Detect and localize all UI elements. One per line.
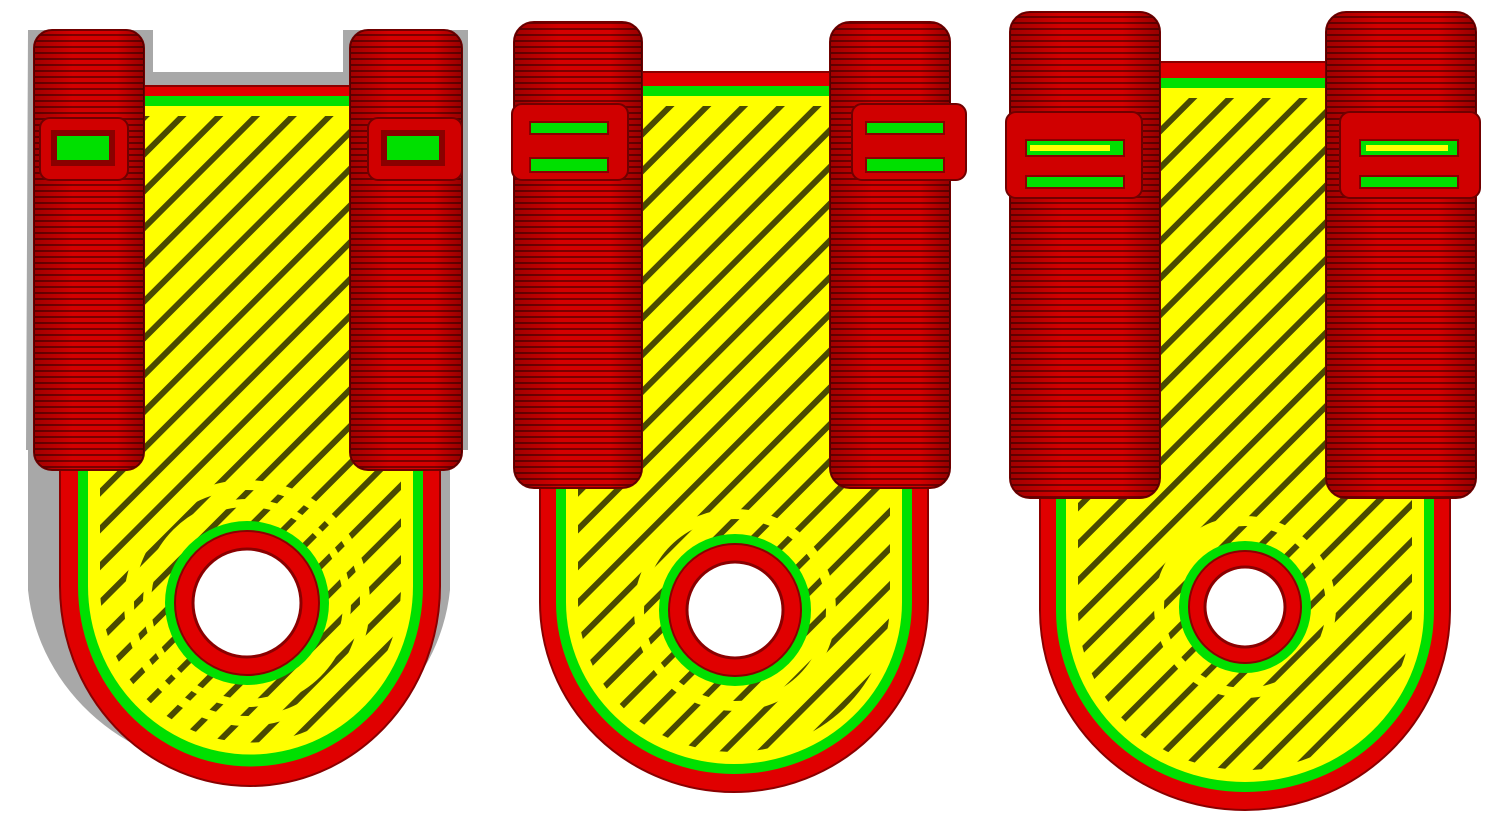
part-2-right-slot-bottom: [865, 157, 945, 173]
part-3-left-tower-shade: [1010, 12, 1160, 498]
part-1-hole: [191, 547, 303, 659]
part-3-left-slot-bottom: [1025, 175, 1125, 189]
part-2-ring-yellow: [634, 509, 836, 711]
part-2-left-tower-shade: [514, 22, 642, 488]
part-2-right-tower-shade: [830, 22, 950, 488]
part-3-right-tower-shade: [1326, 12, 1476, 498]
part-3: [1005, 11, 1481, 811]
part-1-ring-yellow-mid: [143, 499, 351, 707]
part-1-right-slot: [381, 130, 445, 166]
part-3-ring-yellow: [1154, 516, 1336, 698]
part-1-ring-yellow-outer: [124, 480, 370, 726]
part-3-left-slot-top-fill: [1030, 145, 1110, 151]
part-2-left-slot-top: [529, 121, 609, 135]
part-1-left-tower-shade: [34, 30, 144, 470]
part-2-right-slot-top: [865, 121, 945, 135]
part-2-infill: [578, 106, 890, 752]
part-2: [511, 21, 967, 793]
part-3-right-slot-top-fill: [1366, 145, 1448, 151]
part-2-left-slot-bottom: [529, 157, 609, 173]
part-1-left-slot: [51, 130, 115, 166]
part-2-hole: [685, 560, 785, 660]
part-3-right-slot-bottom: [1359, 175, 1459, 189]
part-1: [26, 29, 468, 787]
part-3-hole: [1203, 565, 1287, 649]
part-1-right-tower-shade: [350, 30, 462, 470]
